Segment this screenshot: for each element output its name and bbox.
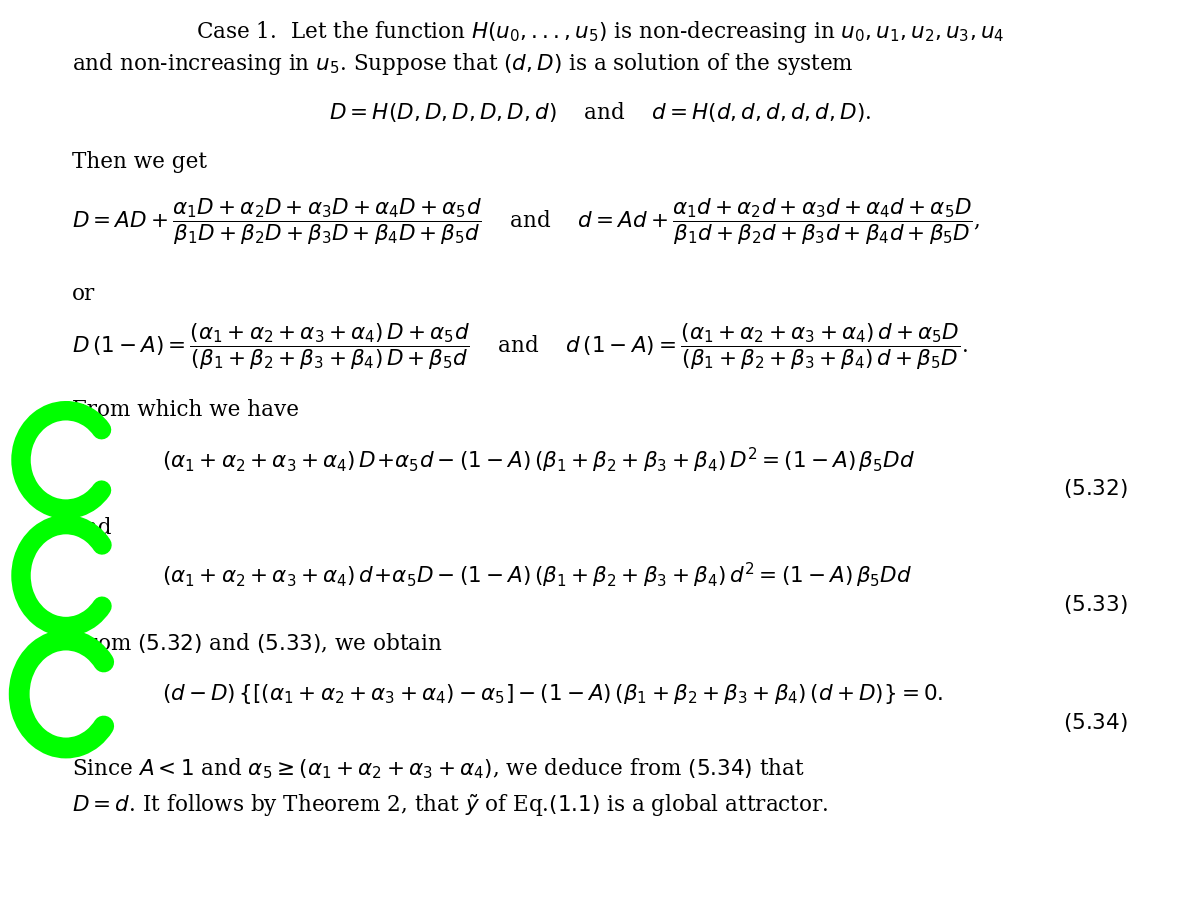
Text: $(5.34)$: $(5.34)$ <box>1063 711 1128 734</box>
Text: $(\alpha_1 + \alpha_2 + \alpha_3 + \alpha_4)\,D\!+\!\alpha_5 d-(1-A)\,(\beta_1 +: $(\alpha_1 + \alpha_2 + \alpha_3 + \alph… <box>162 445 916 475</box>
Text: $(5.32)$: $(5.32)$ <box>1063 476 1128 500</box>
Text: Case 1.  Let the function $H(u_0, ..., u_5)$ is non-decreasing in $u_0,u_1,u_2,u: Case 1. Let the function $H(u_0, ..., u_… <box>196 19 1004 45</box>
Text: or: or <box>72 283 95 305</box>
Text: $(5.33)$: $(5.33)$ <box>1063 592 1128 616</box>
Text: $D = H(D, D, D, D, D, d)$    and    $d = H(d, d, d, d, d, D)$.: $D = H(D, D, D, D, D, d)$ and $d = H(d, … <box>329 100 871 124</box>
Text: $(\alpha_1 + \alpha_2 + \alpha_3 + \alpha_4)\,d\!+\!\alpha_5 D-(1-A)\,(\beta_1 +: $(\alpha_1 + \alpha_2 + \alpha_3 + \alph… <box>162 561 912 590</box>
Text: From which we have: From which we have <box>72 399 299 421</box>
Text: $(d - D)\,\{[(\alpha_1 + \alpha_2 + \alpha_3 + \alpha_4) - \alpha_5] - (1-A)\,(\: $(d - D)\,\{[(\alpha_1 + \alpha_2 + \alp… <box>162 682 943 706</box>
Text: Then we get: Then we get <box>72 151 208 174</box>
Text: and: and <box>72 517 113 539</box>
Text: and non-increasing in $u_5$. Suppose that $(d, D)$ is a solution of the system: and non-increasing in $u_5$. Suppose tha… <box>72 51 853 77</box>
Text: $D\,(1-A) = \dfrac{(\alpha_1 + \alpha_2 + \alpha_3 + \alpha_4)\,D + \alpha_5 d}{: $D\,(1-A) = \dfrac{(\alpha_1 + \alpha_2 … <box>72 322 968 372</box>
Text: $D = d$. It follows by Theorem 2, that $\tilde{y}$ of Eq.$(1.1)$ is a global att: $D = d$. It follows by Theorem 2, that $… <box>72 792 828 820</box>
Text: Since $A < 1$ and $\alpha_5 \geq (\alpha_1 + \alpha_2 + \alpha_3 + \alpha_4)$, w: Since $A < 1$ and $\alpha_5 \geq (\alpha… <box>72 756 805 780</box>
Text: $D = AD+\dfrac{\alpha_1 D + \alpha_2 D + \alpha_3 D + \alpha_4 D + \alpha_5 d}{\: $D = AD+\dfrac{\alpha_1 D + \alpha_2 D +… <box>72 197 980 247</box>
Text: From $(5.32)$ and $(5.33)$, we obtain: From $(5.32)$ and $(5.33)$, we obtain <box>72 631 443 655</box>
